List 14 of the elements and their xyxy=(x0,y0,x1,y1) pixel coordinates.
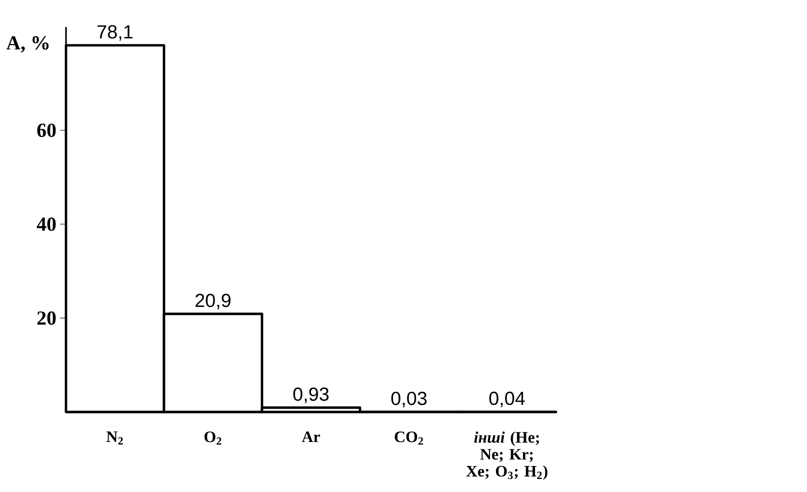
x-tick-label: інші (He; Ne; Kr; Xe; O$_{3}$; H$_{2}$) xyxy=(466,432,548,480)
x-tick-label: CO$_{2}$ xyxy=(394,432,424,445)
data-label: 78,1 xyxy=(98,25,132,41)
data-label: 0,04 xyxy=(489,392,525,408)
y-tick-label: 40 xyxy=(36,217,56,231)
x-tick-label: Ar xyxy=(302,432,320,442)
data-label: 0,03 xyxy=(391,392,427,408)
data-label: 0,93 xyxy=(293,387,329,404)
x-tick-label: N$_{2}$ xyxy=(106,432,123,445)
x-tick-label: O$_{2}$ xyxy=(204,432,222,445)
y-tick-label: 60 xyxy=(37,124,56,138)
data-label: 20,9 xyxy=(196,294,231,310)
y-axis-title: A, % xyxy=(6,36,49,52)
y-tick-label: 20 xyxy=(37,311,56,325)
